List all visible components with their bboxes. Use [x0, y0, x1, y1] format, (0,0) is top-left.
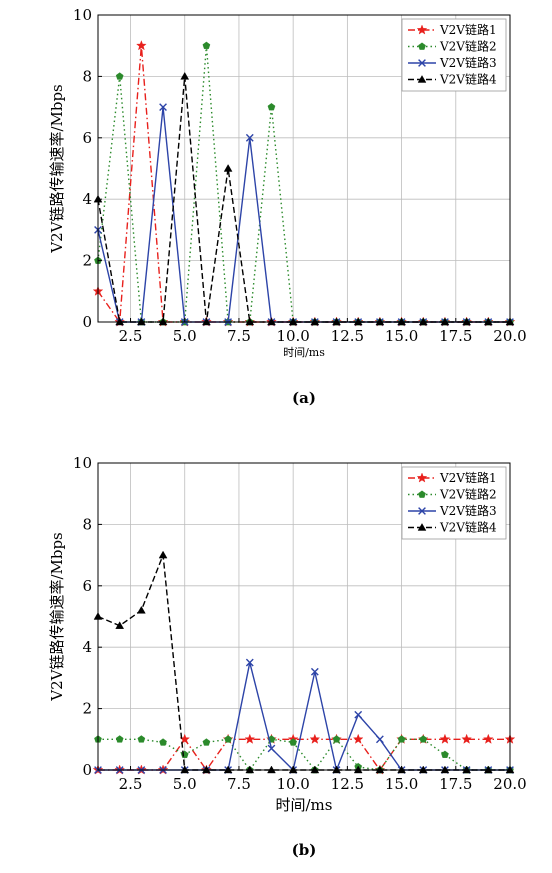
legend-entry-2: V2V链路2	[408, 487, 497, 502]
legend-marker	[416, 472, 428, 483]
data-point	[245, 658, 254, 667]
data-point	[115, 621, 125, 629]
legend-entry-4: V2V链路4	[408, 72, 497, 87]
data-point	[159, 738, 167, 746]
data-point	[441, 750, 449, 758]
x-tick-label: 17.5	[439, 775, 472, 793]
legend-marker	[416, 24, 428, 35]
legend-entry-1: V2V链路1	[408, 22, 497, 37]
data-point	[397, 735, 406, 743]
legend-entry-1: V2V链路1	[408, 470, 497, 485]
data-point	[461, 733, 472, 744]
data-point	[137, 605, 146, 614]
legend-label: V2V链路3	[439, 503, 497, 518]
data-point	[354, 710, 363, 719]
axes-frame	[97, 462, 511, 771]
data-point	[159, 103, 167, 111]
data-point	[136, 40, 147, 51]
legend-label: V2V链路4	[439, 72, 497, 87]
data-point	[267, 744, 276, 753]
x-tick-label: 12.5	[331, 327, 364, 345]
x-tick-label: 10.0	[276, 775, 309, 793]
y-tick-label: 6	[82, 129, 92, 147]
legend-marker	[418, 59, 426, 67]
y-axis-label: V2V链路传输速率/Mbps	[48, 532, 66, 702]
data-point	[202, 738, 211, 746]
data-point	[115, 72, 124, 80]
data-point	[309, 733, 321, 744]
chart-panel-a: 2.5 5.0 7.5 10.0 12.5 15.0 17.5 20.0 0 2 4 6 8 10 时间/m…	[48, 6, 527, 359]
legend-marker	[418, 490, 426, 498]
data-point	[483, 733, 494, 744]
legend-marker	[418, 507, 426, 515]
legend-label: V2V链路4	[439, 520, 497, 535]
data-point	[244, 733, 256, 744]
x-tick-label: 7.5	[227, 327, 251, 345]
y-tick-label: 4	[82, 190, 92, 208]
legend-entry-2: V2V链路2	[408, 39, 497, 54]
data-point	[310, 667, 319, 676]
data-point	[158, 550, 168, 559]
panel-label-b: (b)	[292, 841, 317, 859]
legend-label: V2V链路2	[439, 39, 497, 54]
y-tick-label: 2	[82, 700, 92, 718]
x-axis-label: 时间/ms	[276, 796, 333, 814]
data-point	[223, 164, 233, 172]
x-tick-label: 10.0	[276, 327, 309, 345]
y-tick-label: 10	[73, 6, 92, 24]
data-point	[115, 735, 124, 743]
data-point	[332, 735, 341, 743]
data-point	[289, 738, 298, 746]
panel-label-a: (a)	[292, 389, 316, 407]
y-tick-label: 8	[82, 515, 92, 533]
data-point	[376, 735, 384, 744]
y-tick-label: 0	[82, 761, 92, 779]
y-tick-label: 10	[73, 454, 92, 472]
x-tick-label: 5.0	[173, 775, 197, 793]
x-tick-label: 15.0	[385, 775, 418, 793]
x-tick-label: 20.0	[493, 775, 526, 793]
x-tick-label: 2.5	[119, 775, 143, 793]
y-axis-label: V2V链路传输速率/Mbps	[48, 84, 66, 254]
data-point	[352, 733, 364, 744]
y-tick-label: 8	[82, 67, 92, 85]
x-tick-label: 15.0	[385, 327, 418, 345]
y-tick-label: 0	[82, 313, 92, 331]
legend-entry-3: V2V链路3	[408, 503, 497, 518]
x-tick-label: 7.5	[227, 775, 251, 793]
y-tick-label: 4	[82, 638, 92, 656]
y-tick-label: 6	[82, 577, 92, 595]
legend-marker	[417, 523, 427, 531]
data-point	[137, 735, 146, 743]
x-tick-label: 5.0	[173, 327, 197, 345]
chart-panel-b: 2.5 5.0 7.5 10.0 12.5 15.0 17.5 20.0 0 2 4 6 8 10 时间/m…	[48, 454, 527, 814]
data-point	[245, 133, 254, 142]
y-tick-label: 2	[82, 252, 92, 270]
axes-frame	[97, 14, 511, 323]
data-point	[419, 735, 428, 743]
series-line	[98, 738, 510, 771]
legend-label: V2V链路3	[439, 55, 497, 70]
legend-entry-3: V2V链路3	[408, 55, 497, 70]
legend-marker	[417, 75, 427, 83]
data-point	[224, 735, 232, 743]
data-point	[267, 103, 276, 111]
data-point	[439, 733, 451, 744]
x-tick-label: 17.5	[439, 327, 472, 345]
legend-label: V2V链路1	[439, 470, 497, 485]
x-tick-label: 2.5	[119, 327, 143, 345]
legend-marker	[418, 42, 426, 50]
data-point	[202, 41, 211, 49]
legend-label: V2V链路1	[439, 22, 497, 37]
x-tick-label: 12.5	[331, 775, 364, 793]
legend-label: V2V链路2	[439, 487, 497, 502]
x-axis-label: 时间/ms	[283, 346, 325, 359]
x-tick-label: 20.0	[493, 327, 526, 345]
legend-entry-4: V2V链路4	[408, 520, 497, 535]
data-point	[180, 71, 190, 80]
